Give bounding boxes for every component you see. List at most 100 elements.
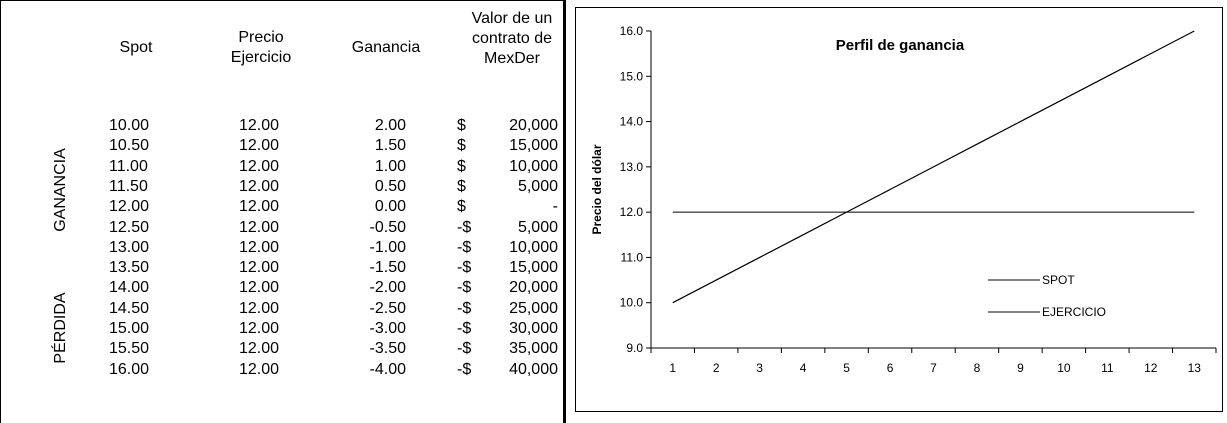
table-cell-sign: $ [457,117,466,134]
table-cell-gain: -0.50 [369,218,406,236]
header-value-line2: contrato de [471,30,553,47]
chart-frame [575,7,1223,412]
table-cell-spot: 15.50 [109,340,150,358]
table-cell-value: 5,000 [517,177,558,195]
header-strike-line1: Precio [238,29,284,46]
payoff-table: Spot Precio Ejercicio Ganancia Valor de … [0,0,566,423]
y-tick-label: 16.0 [620,24,644,38]
table-cell-gain: 1.00 [374,157,406,175]
chart-axes: 9.010.011.012.013.014.015.016.01 2 3 4 5 6 7 8 9… [620,24,1217,375]
table-cell-gain: -3.00 [369,320,406,337]
table-cell-sign: -$ [457,320,472,337]
table-cell-spot: 16.00 [109,360,150,378]
series-line-spot [672,30,1195,304]
table-cell-sign: -$ [457,259,472,277]
table-cell-sign: $ [457,137,466,155]
table-cell-sign: $ [457,177,466,195]
x-tick-label: 10 [1057,361,1071,375]
table-cell-value: 15,000 [509,259,558,277]
table-cell-strike: 12.00 [239,137,280,155]
table-cell-sign: -$ [457,218,472,236]
x-tick-label: 5 [843,361,850,375]
table-cell-strike: 12.00 [239,340,280,358]
table-cell-value: 35,000 [509,340,558,358]
y-tick-label: 11.0 [621,250,644,264]
y-tick-label: 9.0 [626,341,643,355]
x-tick-label: 9 [1017,361,1024,375]
chart-legend: SPOT EJERCICIO [988,273,1106,319]
table-cell-value: 40,000 [509,360,558,378]
legend-label-spot: SPOT [1042,273,1075,287]
header-contract-value: Valor de un contrato de MexDer [456,9,568,69]
table-cell-gain: 2.00 [374,117,406,134]
table-cell-sign: -$ [457,299,472,317]
table-cell-strike: 12.00 [239,218,280,236]
table-cell-gain: 1.50 [374,137,406,155]
table-cell-strike: 12.00 [239,259,280,277]
table-cell-value: 10,000 [509,157,558,175]
table-cell-spot: 13.00 [109,238,150,256]
table-cell-spot: 12.00 [109,198,150,216]
table-cell-gain: -2.00 [369,279,406,297]
y-tick-label: 12.0 [620,205,644,219]
table-cell-sign: -$ [457,360,472,378]
header-strike-line2: Ejercicio [230,49,292,66]
table-cell-sign: $ [457,157,466,175]
table-cell-strike: 12.00 [239,177,280,195]
table-cell-strike: 12.00 [239,238,280,256]
y-tick-label: 10.0 [620,296,644,310]
x-tick-label: 7 [930,361,937,375]
table-cell-spot: 12.50 [109,218,150,236]
table-cell-strike: 12.00 [239,157,280,175]
y-tick-label: 15.0 [620,69,644,83]
table-cell-value: 20,000 [509,279,558,297]
table-cell-gain: 0.00 [374,198,406,216]
table-cell-value: - [552,198,558,216]
header-value-line1: Valor de un [471,10,553,27]
table-cell-sign: $ [457,198,466,216]
header-strike: Precio Ejercicio [211,28,311,68]
section-label-loss: PÉRDIDA [52,292,69,364]
profit-profile-chart: 9.010.011.012.013.014.015.016.01 2 3 4 5 6 7 8 9… [590,24,1217,375]
table-cell-gain: -4.00 [369,360,406,378]
x-tick-label: 2 [713,361,720,375]
table-cell-strike: 12.00 [239,198,280,216]
chart-series [672,30,1195,304]
x-tick-label: 13 [1188,361,1202,375]
table-cell-spot: 10.50 [109,137,150,155]
table-cell-spot: 10.00 [109,117,150,134]
section-label-profit: GANANCIA [52,148,69,232]
table-cell-value: 5,000 [517,218,558,236]
table-cell-gain: 0.50 [374,177,406,195]
x-tick-label: 11 [1101,361,1114,375]
x-tick-label: 1 [669,361,676,375]
header-spot: Spot [119,39,153,56]
chart-title: Perfil de ganancia [836,37,965,54]
x-tick-label: 4 [800,361,807,375]
table-cell-spot: 11.00 [109,157,148,175]
table-cell-spot: 11.50 [109,177,148,195]
table-cell-gain: -1.50 [369,259,406,277]
table-cell-spot: 13.50 [109,259,150,277]
chart-labels: Perfil de ganancia Precio del dólar [590,37,965,235]
y-axis-label: Precio del dólar [590,144,604,234]
x-tick-label: 12 [1144,361,1158,375]
header-value-line3: MexDer [483,50,540,67]
x-tick-label: 3 [756,361,763,375]
table-cell-sign: -$ [457,279,472,297]
y-tick-label: 14.0 [620,115,644,129]
table-cell-value: 25,000 [509,299,558,317]
table-cell-strike: 12.00 [239,360,280,378]
table-cell-value: 20,000 [509,117,558,134]
table-cell-sign: -$ [457,238,472,256]
table-cell-value: 30,000 [509,320,558,337]
chart-panel: 9.0 10.0 11.0 12.0 13.0 14.0 15.0 16.0 1 2 3 4 5 6 7 8 9… [570,0,1227,423]
table-cell-gain: -2.50 [369,299,406,317]
table-cell-strike: 12.00 [239,117,280,134]
table-cell-sign: -$ [457,340,472,358]
x-tick-label: 6 [887,361,894,375]
x-tick-label: 8 [974,361,981,375]
table-cell-spot: 14.50 [109,299,150,317]
header-gain: Ganancia [351,39,421,56]
table-cell-strike: 12.00 [239,299,280,317]
